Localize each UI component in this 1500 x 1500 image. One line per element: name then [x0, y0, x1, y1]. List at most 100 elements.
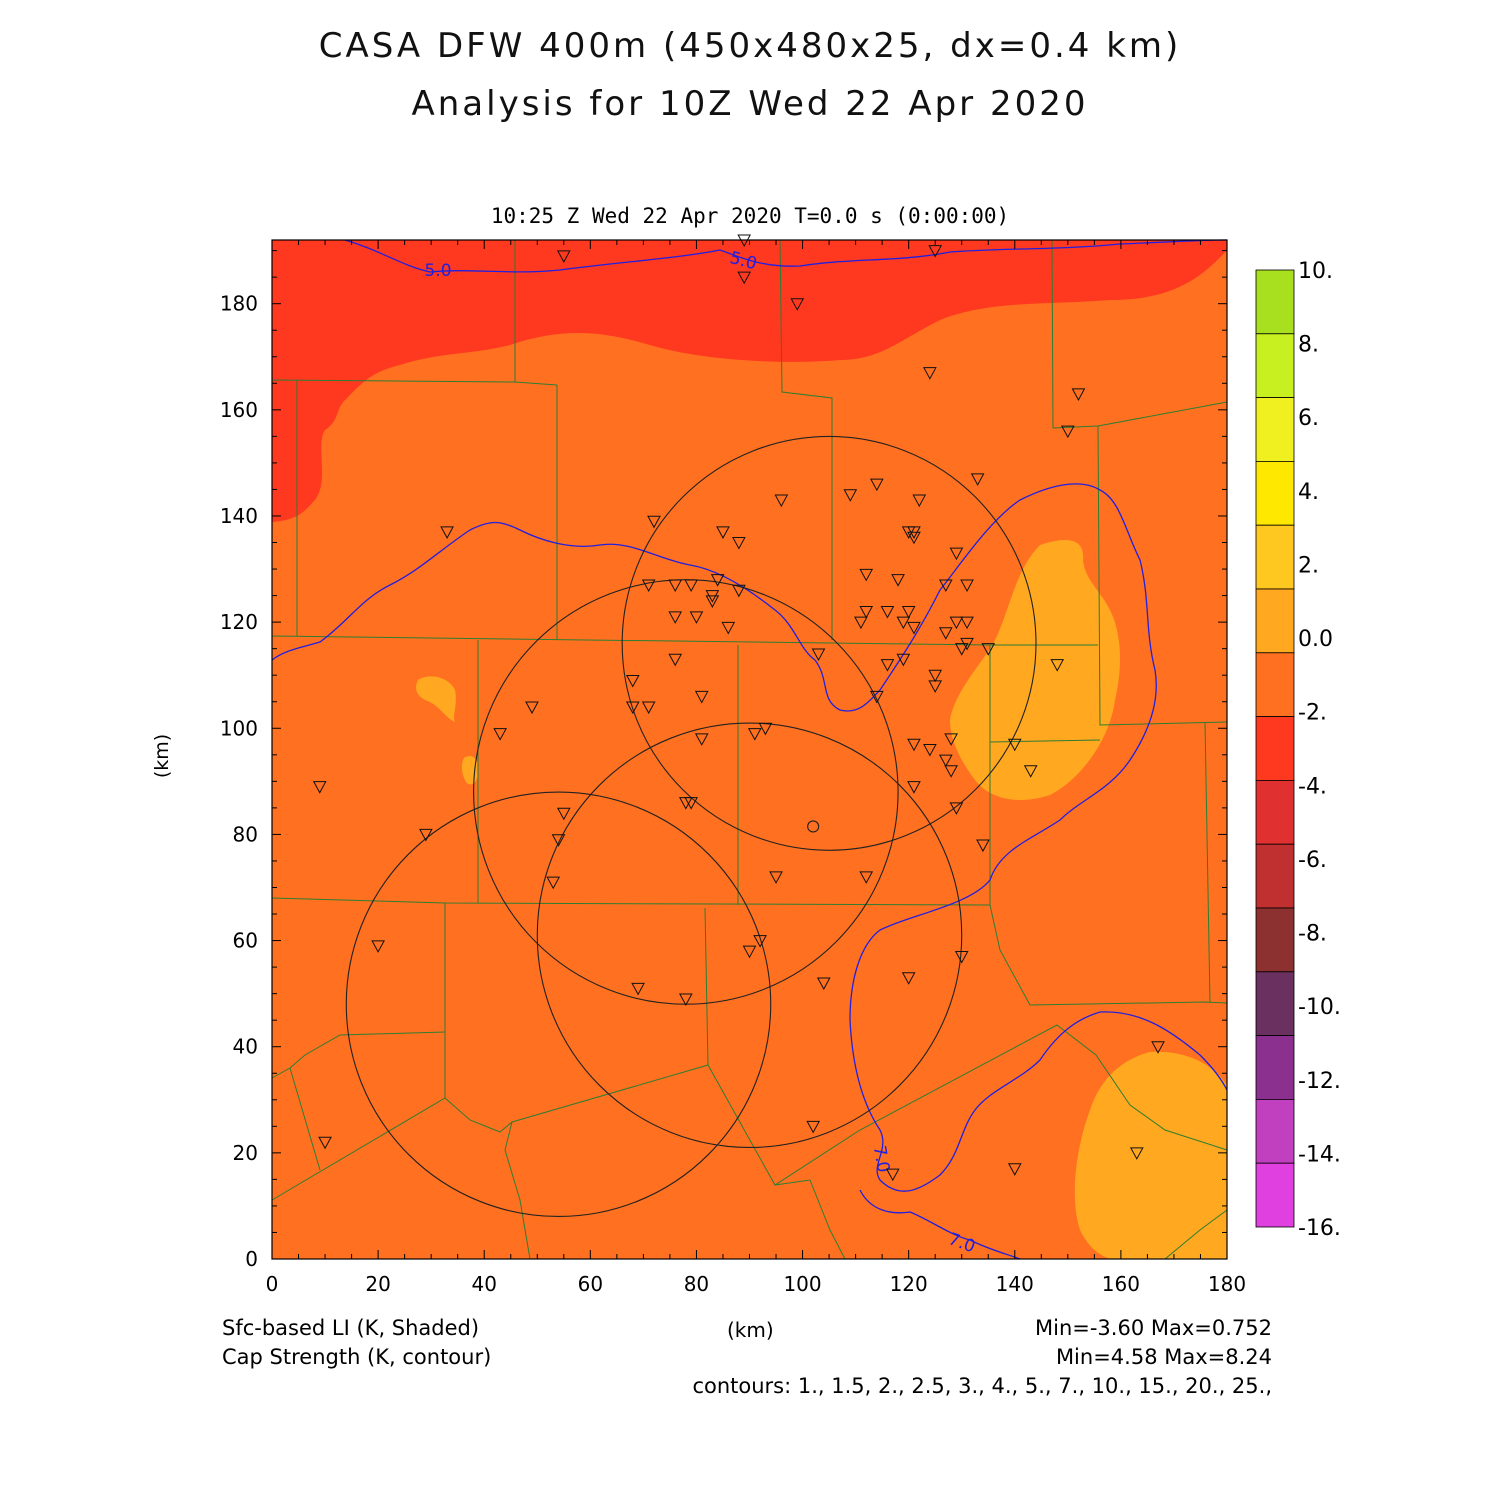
station-marker: [1007, 738, 1022, 752]
station-marker: [705, 595, 720, 608]
station-marker: [949, 616, 964, 630]
y-tick-label: 60: [233, 929, 258, 953]
station-marker: [556, 807, 571, 821]
li-warm-patch: [950, 540, 1120, 800]
x-tick-label: 80: [684, 1272, 709, 1296]
colorbar-swatch: [1255, 1162, 1295, 1228]
station-marker: [689, 611, 704, 624]
shaded-field-caption: Sfc-based LI (K, Shaded): [222, 1316, 480, 1340]
colorbar-label: -10.: [1298, 995, 1341, 1020]
cap-contour-7: [271, 483, 1228, 1192]
station-marker: [981, 643, 996, 656]
radar-range-ring: [345, 791, 772, 1218]
station-marker: [440, 526, 454, 539]
shaded-minmax: Min=-3.60 Max=0.752: [1035, 1316, 1272, 1340]
x-tick-label: 40: [471, 1272, 496, 1296]
x-tick-label: 60: [578, 1272, 603, 1296]
contour-minmax: Min=4.58 Max=8.24: [1055, 1345, 1272, 1369]
station-marker: [678, 993, 693, 1006]
station-marker: [854, 616, 868, 630]
colorbar-swatch: [1255, 397, 1295, 462]
station-marker: [371, 940, 385, 953]
county-line: [289, 1067, 321, 1171]
station-marker: [954, 643, 969, 656]
station-marker: [928, 680, 943, 693]
colorbar-label: 4.: [1298, 480, 1319, 505]
station-marker: [843, 489, 858, 502]
station-marker: [1050, 659, 1065, 672]
county-line: [989, 904, 1228, 1006]
li-warm-patch-se: [1074, 1051, 1227, 1259]
li-warm-blob: [416, 676, 456, 722]
station-marker: [806, 1120, 821, 1134]
colorbar-swatch: [1255, 843, 1295, 909]
station-marker: [928, 669, 943, 683]
radar-range-ring: [536, 722, 963, 1149]
contour-label: 5.0: [424, 261, 451, 281]
station-marker: [949, 547, 964, 561]
station-marker: [1071, 388, 1086, 401]
y-tick-label: 140: [220, 504, 258, 528]
colorbar-label: -8.: [1298, 922, 1327, 947]
station-markers: [312, 234, 1165, 1182]
station-marker: [625, 701, 640, 715]
station-marker: [896, 616, 911, 630]
radar-center-marker: [807, 820, 820, 833]
station-marker: [732, 584, 746, 598]
colorbar-label: 10.: [1298, 259, 1333, 284]
station-marker: [419, 828, 433, 842]
station-marker: [859, 606, 874, 619]
station-marker: [631, 982, 645, 996]
station-marker: [907, 621, 921, 635]
station-marker: [551, 834, 566, 847]
station-marker: [970, 473, 985, 486]
colorbar-swatch: [1255, 1099, 1295, 1164]
colorbar-label: -14.: [1298, 1142, 1341, 1167]
station-marker: [525, 701, 539, 715]
y-axis-label: (km): [151, 733, 174, 779]
station-marker: [907, 531, 921, 545]
station-marker: [318, 1136, 332, 1150]
station-marker: [896, 653, 911, 667]
station-marker: [684, 797, 698, 810]
station-marker: [747, 728, 762, 741]
station-marker: [556, 250, 571, 263]
colorbar-label: -16.: [1298, 1216, 1341, 1241]
y-tick-label: 80: [233, 822, 258, 846]
x-tick-label: 180: [1208, 1272, 1246, 1296]
colorbar-swatch: [1255, 524, 1295, 590]
station-marker: [923, 744, 937, 757]
y-tick-label: 120: [220, 610, 258, 634]
y-tick-label: 100: [220, 716, 258, 740]
station-marker: [694, 733, 709, 746]
colorbar-label: -6.: [1298, 848, 1327, 873]
colorbar-swatch: [1255, 333, 1295, 398]
station-marker: [769, 871, 783, 884]
station-marker: [901, 606, 916, 619]
station-marker: [928, 245, 943, 258]
y-tick-label: 180: [220, 292, 258, 316]
station-marker: [869, 478, 884, 492]
y-tick-label: 0: [245, 1247, 258, 1271]
x-axis-label: (km): [727, 1318, 774, 1342]
station-marker: [684, 579, 698, 593]
station-marker: [647, 515, 661, 529]
x-tick-label: 120: [890, 1272, 928, 1296]
x-tick-label: 160: [1102, 1272, 1140, 1296]
station-marker: [1007, 1163, 1022, 1176]
axis-ticks: 0 20 40 60 80 100 120 140 160 180 0 20 40 60 80 100 120 1…: [220, 240, 1246, 1296]
colorbar-swatch: [1255, 971, 1295, 1036]
station-marker: [546, 876, 561, 890]
station-marker: [960, 579, 974, 593]
station-marker: [944, 765, 958, 778]
colorbar-swatch: [1255, 907, 1295, 973]
station-marker: [668, 653, 683, 667]
colorbar-label: -4.: [1298, 774, 1327, 799]
colorbar-label: 2.: [1298, 553, 1319, 578]
colorbar-swatch: [1255, 460, 1295, 526]
x-tick-label: 20: [365, 1272, 390, 1296]
station-marker: [753, 935, 767, 948]
colorbar-label: 8.: [1298, 333, 1319, 358]
station-marker: [960, 616, 974, 630]
